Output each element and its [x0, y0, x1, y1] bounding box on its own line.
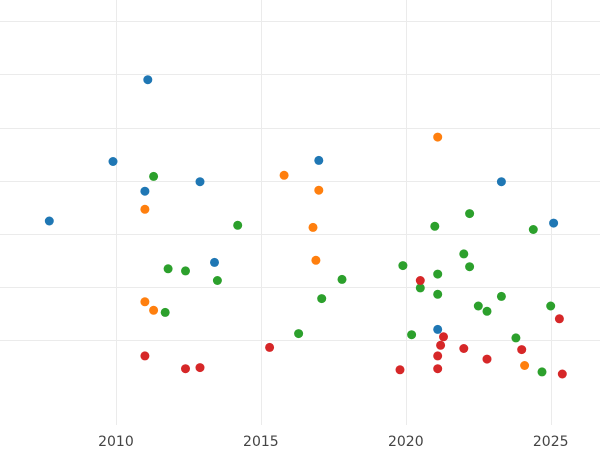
data-point	[496, 291, 506, 301]
data-point	[433, 132, 443, 142]
data-point	[433, 351, 443, 361]
series-4	[140, 276, 567, 379]
data-point	[233, 220, 243, 230]
data-point	[473, 301, 483, 311]
data-point	[433, 324, 443, 334]
series-3	[149, 171, 556, 377]
data-point	[415, 283, 425, 293]
data-point	[430, 221, 440, 231]
data-point	[140, 186, 150, 196]
data-point	[314, 185, 324, 195]
data-point	[294, 329, 304, 339]
data-point	[557, 369, 567, 379]
x-tick-label: 2015	[243, 434, 279, 450]
data-point	[314, 155, 324, 165]
data-point	[407, 330, 417, 340]
data-point	[181, 266, 190, 276]
data-point	[308, 222, 318, 232]
data-point	[210, 257, 219, 267]
x-tick-label: 2010	[98, 434, 134, 450]
data-point	[436, 340, 446, 350]
data-point	[520, 361, 530, 370]
data-point	[212, 276, 222, 285]
data-point	[528, 225, 538, 234]
data-point	[311, 255, 321, 265]
data-point	[433, 289, 443, 299]
x-axis-tick-labels: 2010 2015 2020 2025	[98, 434, 568, 450]
data-point	[163, 264, 173, 274]
data-point	[465, 262, 475, 272]
data-point	[482, 354, 492, 364]
data-point	[554, 314, 564, 324]
x-tick-label: 2025	[533, 434, 569, 450]
data-point	[395, 365, 405, 375]
data-point	[44, 216, 54, 226]
data-point	[465, 209, 475, 219]
data-point	[195, 177, 205, 187]
grid	[0, 0, 600, 425]
data-point	[482, 306, 492, 316]
data-point	[537, 367, 547, 377]
data-point	[398, 261, 408, 271]
data-point	[140, 297, 150, 307]
data-point	[181, 364, 190, 374]
data-point	[195, 363, 205, 373]
data-point	[415, 276, 425, 285]
data-point	[279, 170, 289, 180]
data-point	[337, 274, 347, 284]
data-point	[149, 171, 159, 181]
series-2	[140, 132, 530, 370]
x-tick-label: 2020	[388, 434, 424, 450]
data-point	[143, 75, 153, 85]
data-point	[108, 157, 118, 166]
data-points	[44, 75, 567, 379]
data-point	[140, 351, 150, 361]
data-point	[265, 342, 275, 352]
data-point	[549, 218, 559, 228]
data-point	[140, 204, 150, 214]
data-point	[317, 294, 327, 304]
data-point	[459, 249, 469, 259]
data-point	[546, 301, 556, 311]
data-point	[439, 332, 448, 342]
data-point	[433, 364, 443, 374]
data-point	[160, 307, 170, 317]
series-1	[44, 75, 559, 334]
data-point	[149, 305, 159, 315]
data-point	[459, 344, 469, 353]
data-point	[496, 177, 506, 187]
data-point	[511, 333, 521, 343]
data-point	[433, 269, 443, 279]
data-point	[517, 345, 527, 355]
